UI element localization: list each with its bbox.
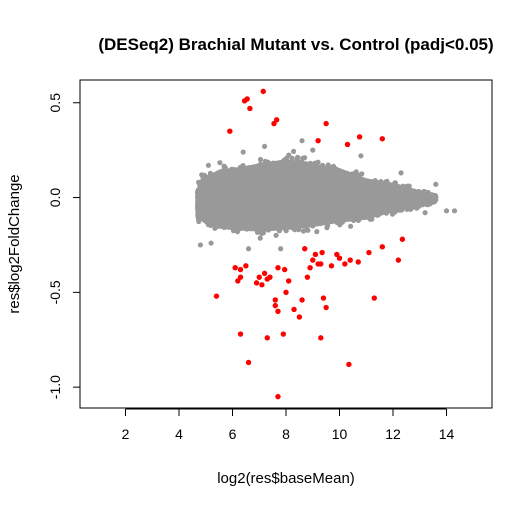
nonsignificant-point xyxy=(291,148,297,154)
nonsignificant-point xyxy=(314,229,320,235)
nonsignificant-point xyxy=(257,156,264,163)
nonsignificant-points xyxy=(195,138,458,252)
nonsignificant-point xyxy=(217,160,223,166)
chart-title: (DESeq2) Brachial Mutant vs. Control (pa… xyxy=(98,35,493,54)
nonsignificant-point xyxy=(300,155,306,161)
nonsignificant-point xyxy=(315,159,321,165)
nonsignificant-point xyxy=(273,232,279,238)
nonsignificant-point xyxy=(348,223,354,229)
nonsignificant-point xyxy=(300,228,307,234)
nonsignificant-point xyxy=(289,155,295,161)
nonsignificant-point xyxy=(305,227,311,233)
nonsignificant-point xyxy=(359,171,365,177)
